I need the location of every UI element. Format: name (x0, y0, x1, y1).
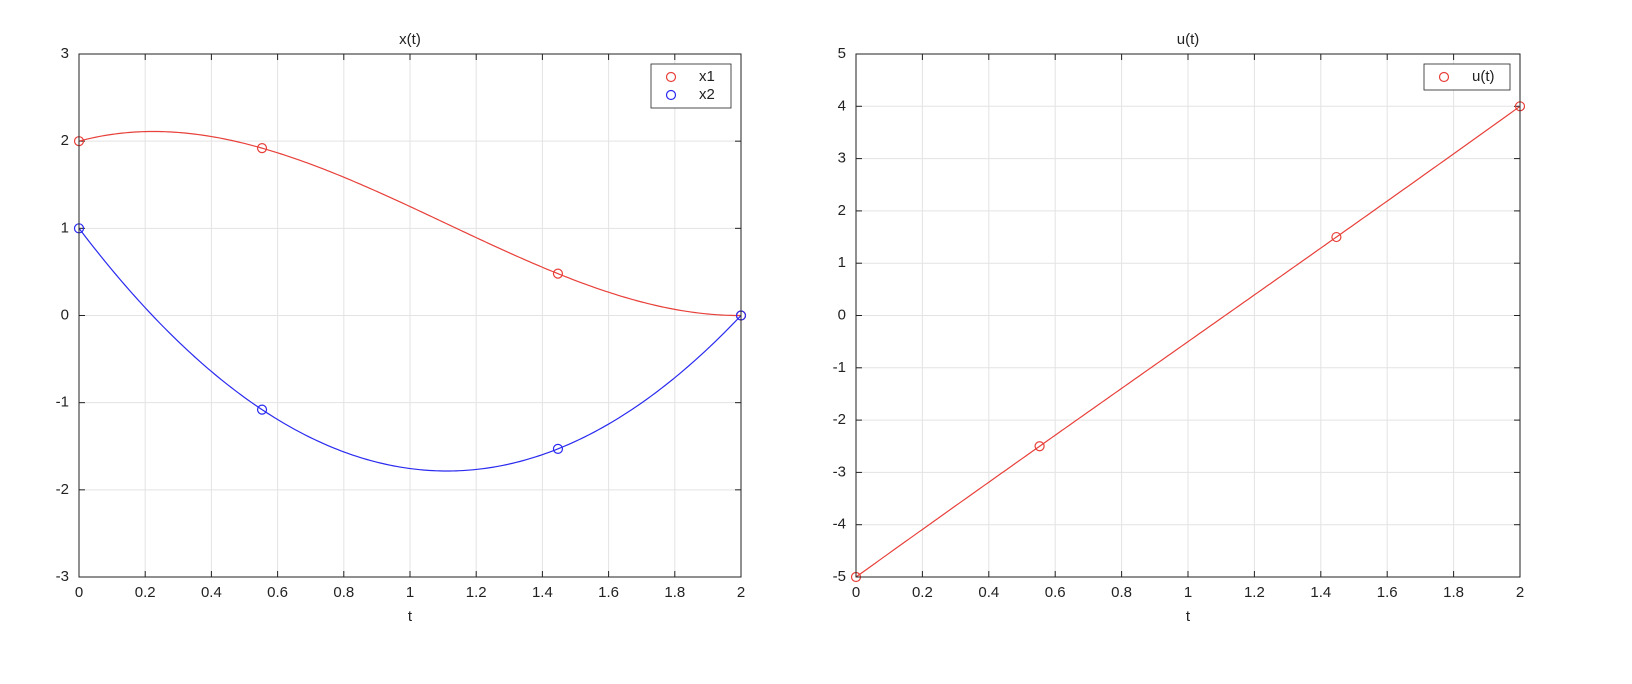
x-tick-label: 2 (1516, 584, 1524, 601)
legend-marker (1438, 71, 1450, 83)
x-tick-label: 0.2 (912, 584, 933, 601)
y-tick-label: 4 (838, 97, 846, 114)
legend-marker (665, 71, 677, 83)
y-tick-label: 1 (838, 254, 846, 271)
legend-label: x2 (699, 86, 715, 103)
interpolated-curve (855, 105, 1521, 578)
marker (256, 143, 268, 154)
legend-box (1423, 63, 1511, 91)
x-tick-label: 0.8 (1111, 584, 1132, 601)
y-tick-label: 5 (838, 45, 846, 62)
x-tick-label: 1.4 (532, 584, 553, 601)
x-tick-label: 1.2 (1244, 584, 1265, 601)
chart-title: x(t) (399, 31, 421, 48)
x-axis-label: t (1186, 608, 1191, 625)
marker (552, 443, 564, 454)
subplot: 0 0.2 0.4 0.6 0.8 1 1.2 1.4 1.6 1.8 2 -3 -2 -1 0 1 2 3 x(t… (56, 31, 747, 625)
y-tick-label: 2 (838, 202, 846, 219)
y-tick-label: -4 (833, 516, 846, 533)
x-tick-label: 1.6 (598, 584, 619, 601)
y-tick-label: -3 (56, 568, 69, 585)
legend-marker (665, 89, 677, 101)
y-tick-label: -1 (833, 359, 846, 376)
x-tick-label: 1.8 (664, 584, 685, 601)
x-tick-label: 0.6 (1045, 584, 1066, 601)
marker (256, 404, 268, 415)
x-tick-label: 0.4 (978, 584, 999, 601)
chart-title: u(t) (1177, 31, 1200, 48)
x-tick-label: 0.6 (267, 584, 288, 601)
x-tick-label: 1.4 (1310, 584, 1331, 601)
x-tick-label: 1 (406, 584, 414, 601)
x-tick-label: 2 (737, 584, 745, 601)
legend-label: x1 (699, 68, 715, 85)
y-tick-label: -1 (56, 394, 69, 411)
x-tick-label: 0.4 (201, 584, 222, 601)
interpolated-curve (78, 130, 742, 317)
axes-box (855, 53, 1521, 578)
interpolated-curve (78, 227, 742, 472)
subplot: 0 0.2 0.4 0.6 0.8 1 1.2 1.4 1.6 1.8 2 -5 -4 -3 -2 -1 0 1 2… (833, 31, 1526, 625)
y-tick-label: -2 (833, 411, 846, 428)
y-tick-label: -3 (833, 463, 846, 480)
marker (1034, 441, 1045, 452)
axes-box (78, 53, 742, 578)
legend-box (650, 63, 732, 109)
marker (552, 268, 564, 279)
y-tick-label: -5 (833, 568, 846, 585)
x-tick-label: 1 (1184, 584, 1192, 601)
x-tick-label: 0.2 (135, 584, 156, 601)
y-tick-label: -2 (56, 481, 69, 498)
x-tick-label: 0 (852, 584, 860, 601)
y-tick-label: 3 (838, 150, 846, 167)
x-tick-label: 1.6 (1377, 584, 1398, 601)
y-tick-label: 3 (61, 45, 69, 62)
x-tick-label: 1.2 (466, 584, 487, 601)
y-tick-label: 1 (61, 219, 69, 236)
x-axis-label: t (408, 608, 413, 625)
y-tick-label: 0 (61, 306, 69, 323)
x-tick-label: 0.8 (333, 584, 354, 601)
y-tick-label: 2 (61, 132, 69, 149)
x-tick-label: 0 (75, 584, 83, 601)
y-tick-label: 0 (838, 306, 846, 323)
legend-label: u(t) (1472, 68, 1495, 85)
x-tick-label: 1.8 (1443, 584, 1464, 601)
marker (1331, 231, 1342, 243)
